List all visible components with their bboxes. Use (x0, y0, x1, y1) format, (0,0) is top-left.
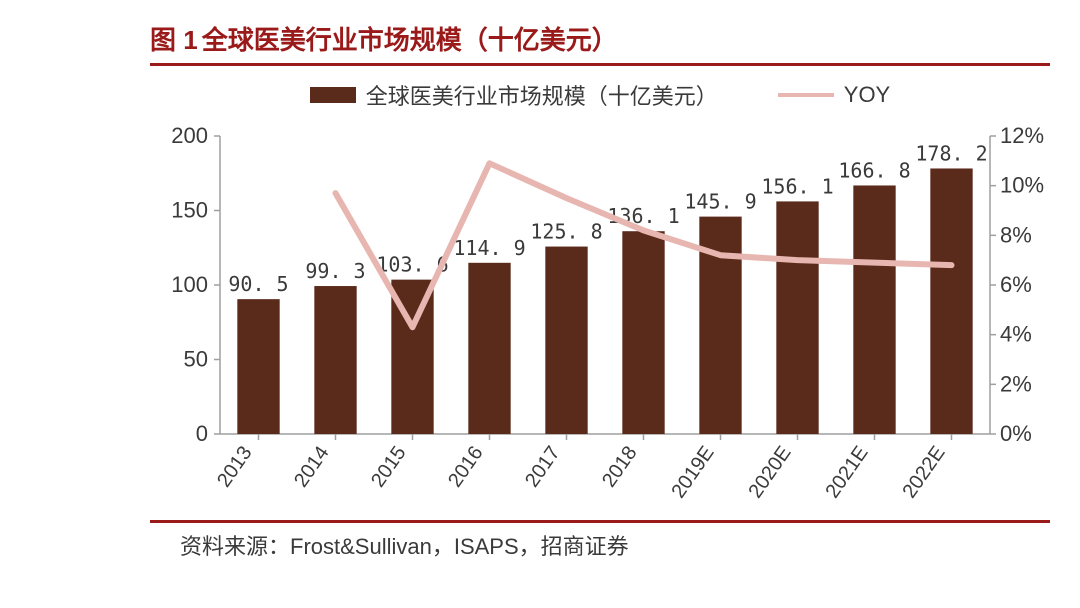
category-label: 2016 (444, 442, 488, 491)
right-tick-label: 4% (1000, 322, 1032, 347)
bar-value-label: 156. 1 (761, 174, 833, 198)
left-tick-label: 50 (184, 347, 208, 372)
category-label: 2021E (821, 442, 872, 502)
category-label: 2018 (598, 442, 642, 491)
bar (622, 231, 664, 434)
source-line: 资料来源：Frost&Sullivan，ISAPS，招商证券 (0, 523, 1080, 561)
legend-bar-label: 全球医美行业市场规模（十亿美元） (366, 79, 718, 111)
figure-number: 图 1 (150, 20, 198, 57)
category-label: 2014 (290, 442, 334, 491)
right-tick-label: 8% (1000, 222, 1032, 247)
bar-value-label: 125. 8 (530, 220, 602, 244)
legend-line-swatch (778, 93, 834, 97)
right-tick-label: 2% (1000, 371, 1032, 396)
legend-item-line: YOY (778, 82, 890, 108)
title-underline (150, 63, 1050, 66)
chart-legend: 全球医美行业市场规模（十亿美元） YOY (150, 80, 1050, 110)
left-tick-label: 0 (196, 421, 208, 446)
legend-line-label: YOY (844, 82, 890, 108)
category-label: 2020E (744, 442, 795, 502)
bar-value-label: 145. 9 (684, 190, 756, 214)
bar (853, 185, 895, 434)
bar-value-label: 114. 9 (453, 236, 525, 260)
category-label: 2022E (898, 442, 949, 502)
right-tick-label: 12% (1000, 123, 1044, 148)
chart-svg: 0 50 100 150 200 0% 2% 4% 6% 8% 10% 12% 90. 5 2013 99.… (150, 116, 1050, 520)
left-tick-label: 100 (171, 272, 208, 297)
chart: 全球医美行业市场规模（十亿美元） YOY 0 50 100 150 200 0% 2% 4% 6… (150, 80, 1050, 520)
right-tick-label: 0% (1000, 421, 1032, 446)
legend-bar-swatch (310, 87, 356, 103)
bar-value-label: 90. 5 (228, 272, 288, 296)
left-tick-label: 150 (171, 198, 208, 223)
bar-value-label: 136. 1 (607, 204, 679, 228)
category-label: 2017 (521, 442, 565, 491)
figure-title-row: 图 1 全球医美行业市场规模（十亿美元） (0, 20, 1080, 63)
right-tick-label: 10% (1000, 173, 1044, 198)
bar (545, 247, 587, 434)
bar (930, 168, 972, 434)
bar-value-label: 166. 8 (838, 158, 910, 182)
figure-title: 全球医美行业市场规模（十亿美元） (202, 20, 618, 57)
bar-value-label: 178. 2 (915, 141, 987, 165)
bar (314, 286, 356, 434)
bar (776, 201, 818, 434)
right-tick-label: 6% (1000, 272, 1032, 297)
figure-container: 图 1 全球医美行业市场规模（十亿美元） 全球医美行业市场规模（十亿美元） YO… (0, 0, 1080, 608)
category-label: 2015 (367, 442, 411, 491)
left-tick-label: 200 (171, 123, 208, 148)
category-label: 2019E (667, 442, 718, 502)
category-label: 2013 (213, 442, 257, 491)
bar (468, 263, 510, 434)
legend-item-bar: 全球医美行业市场规模（十亿美元） (310, 79, 718, 111)
bar (237, 299, 279, 434)
bar-value-label: 99. 3 (305, 259, 365, 283)
